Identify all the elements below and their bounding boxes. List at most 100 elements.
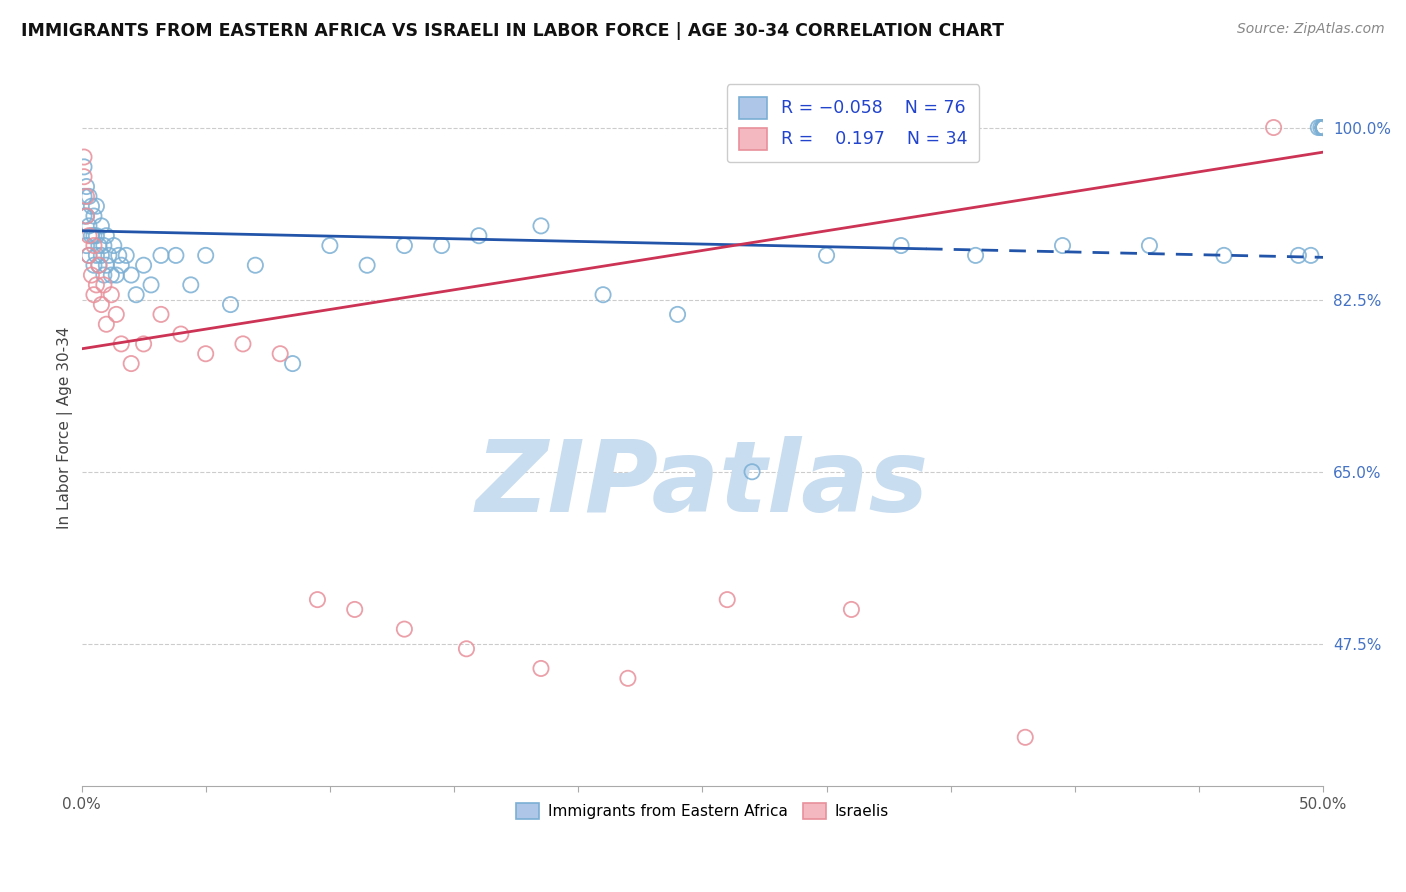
Point: [1312, 120, 1334, 135]
Point: [456, 641, 478, 656]
Point: [110, 337, 132, 351]
Point: [77, 248, 100, 262]
Point: [245, 258, 267, 272]
Point: [76, 179, 98, 194]
Point: [103, 238, 125, 252]
Point: [105, 307, 128, 321]
Point: [194, 248, 217, 262]
Point: [115, 248, 138, 262]
Point: [93, 277, 115, 292]
Point: [232, 337, 254, 351]
Point: [120, 357, 142, 371]
Point: [73, 189, 96, 203]
Point: [219, 297, 242, 311]
Point: [281, 357, 304, 371]
Point: [87, 258, 110, 272]
Point: [617, 671, 640, 685]
Point: [80, 199, 103, 213]
Point: [87, 258, 110, 272]
Point: [120, 268, 142, 282]
Point: [1312, 120, 1334, 135]
Point: [73, 160, 96, 174]
Point: [132, 337, 155, 351]
Point: [77, 228, 100, 243]
Point: [165, 248, 187, 262]
Point: [139, 277, 162, 292]
Point: [965, 248, 987, 262]
Point: [1312, 120, 1334, 135]
Point: [80, 228, 103, 243]
Point: [73, 209, 96, 223]
Point: [307, 592, 329, 607]
Point: [343, 602, 366, 616]
Point: [170, 327, 193, 342]
Point: [716, 592, 738, 607]
Point: [1312, 120, 1334, 135]
Point: [1312, 120, 1334, 135]
Point: [83, 287, 105, 301]
Point: [90, 248, 112, 262]
Point: [394, 622, 416, 636]
Point: [97, 248, 120, 262]
Point: [80, 268, 103, 282]
Point: [76, 238, 98, 252]
Point: [1299, 248, 1322, 262]
Point: [1312, 120, 1334, 135]
Text: Source: ZipAtlas.com: Source: ZipAtlas.com: [1237, 22, 1385, 37]
Point: [132, 258, 155, 272]
Point: [1312, 120, 1334, 135]
Point: [100, 287, 122, 301]
Point: [73, 169, 96, 184]
Point: [86, 277, 108, 292]
Point: [1288, 248, 1310, 262]
Point: [96, 228, 118, 243]
Point: [76, 209, 98, 223]
Point: [77, 189, 100, 203]
Point: [125, 287, 148, 301]
Point: [269, 347, 291, 361]
Point: [87, 238, 110, 252]
Text: ZIPatlas: ZIPatlas: [475, 436, 929, 533]
Point: [180, 277, 202, 292]
Point: [356, 258, 378, 272]
Point: [741, 465, 763, 479]
Y-axis label: In Labor Force | Age 30-34: In Labor Force | Age 30-34: [58, 326, 73, 529]
Point: [1312, 120, 1334, 135]
Point: [77, 248, 100, 262]
Point: [666, 307, 689, 321]
Point: [90, 219, 112, 233]
Point: [90, 297, 112, 311]
Point: [86, 248, 108, 262]
Text: IMMIGRANTS FROM EASTERN AFRICA VS ISRAELI IN LABOR FORCE | AGE 30-34 CORRELATION: IMMIGRANTS FROM EASTERN AFRICA VS ISRAEL…: [21, 22, 1004, 40]
Point: [530, 219, 553, 233]
Point: [1312, 120, 1334, 135]
Point: [468, 228, 491, 243]
Point: [1312, 120, 1334, 135]
Point: [100, 268, 122, 282]
Point: [93, 268, 115, 282]
Point: [319, 238, 342, 252]
Point: [73, 150, 96, 164]
Point: [1263, 120, 1285, 135]
Point: [86, 228, 108, 243]
Point: [1139, 238, 1161, 252]
Point: [1308, 120, 1330, 135]
Point: [1014, 731, 1036, 745]
Point: [96, 317, 118, 331]
Point: [394, 238, 416, 252]
Point: [841, 602, 863, 616]
Point: [83, 258, 105, 272]
Point: [93, 238, 115, 252]
Point: [83, 228, 105, 243]
Point: [1312, 120, 1334, 135]
Point: [1312, 120, 1334, 135]
Point: [815, 248, 838, 262]
Point: [110, 258, 132, 272]
Point: [1312, 120, 1334, 135]
Point: [76, 189, 98, 203]
Point: [1312, 120, 1334, 135]
Point: [592, 287, 614, 301]
Point: [105, 268, 128, 282]
Point: [96, 258, 118, 272]
Point: [430, 238, 453, 252]
